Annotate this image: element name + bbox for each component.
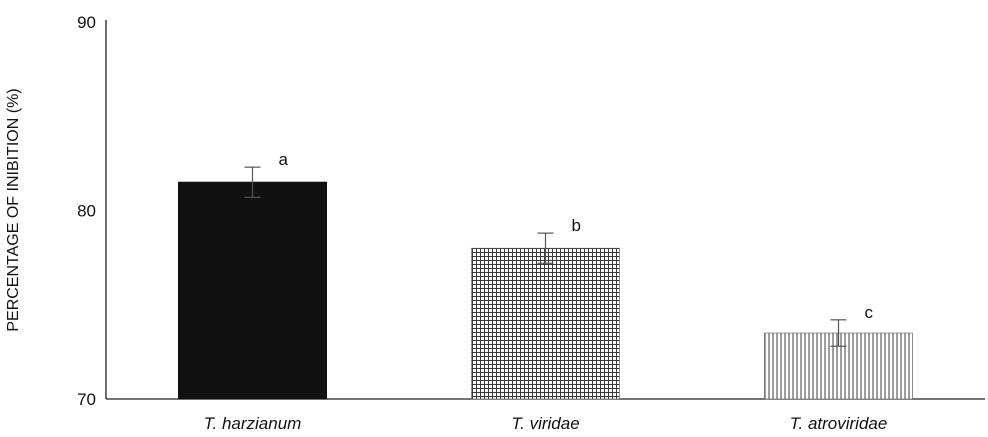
error-bar [830, 319, 847, 347]
significance-letter: b [572, 216, 581, 235]
bars [178, 181, 913, 400]
x-category-label: T. viridae [511, 414, 579, 433]
y-tick-label: 70 [77, 390, 96, 409]
y-axis-title: PERCENTAGE OF INIBITION (%) [5, 88, 22, 331]
significance-labels: a b c [279, 150, 874, 322]
error-bar [244, 166, 261, 198]
y-tick-label: 80 [77, 202, 96, 221]
y-tick-label: 90 [77, 13, 96, 32]
bar-t-viridae [471, 247, 620, 400]
x-axis-category-labels: T. harzianum T. viridae T. atroviridae [204, 414, 888, 433]
error-bar [537, 232, 554, 264]
significance-letter: c [865, 303, 874, 322]
error-bars [244, 166, 847, 347]
x-category-label: T. atroviridae [790, 414, 888, 433]
bar-t-harzianum [178, 181, 327, 400]
y-axis-ticks: 70 80 90 [77, 13, 96, 409]
significance-letter: a [279, 150, 289, 169]
x-category-label: T. harzianum [204, 414, 302, 433]
